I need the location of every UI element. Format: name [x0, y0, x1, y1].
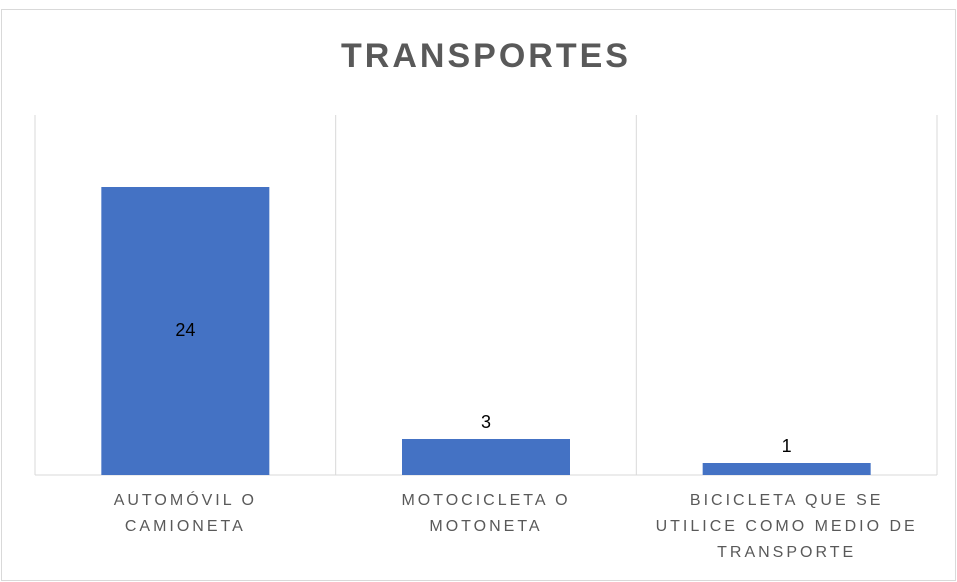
- bar: [702, 463, 871, 475]
- data-label: 24: [175, 320, 195, 340]
- data-label: 1: [782, 436, 792, 456]
- x-tick-label: MOTOCICLETA O MOTONETA: [401, 492, 571, 535]
- data-label: 3: [481, 412, 491, 432]
- bar: [402, 439, 570, 475]
- chart-title: TRANSPORTES: [341, 37, 631, 75]
- x-tick-label: BICICLETA QUE SE UTILICE COMO MEDIO DE T…: [655, 492, 918, 561]
- x-tick-label: AUTOMÓVIL O CAMIONETA: [113, 492, 257, 535]
- bar: [101, 187, 270, 475]
- chart-border: [1, 9, 956, 581]
